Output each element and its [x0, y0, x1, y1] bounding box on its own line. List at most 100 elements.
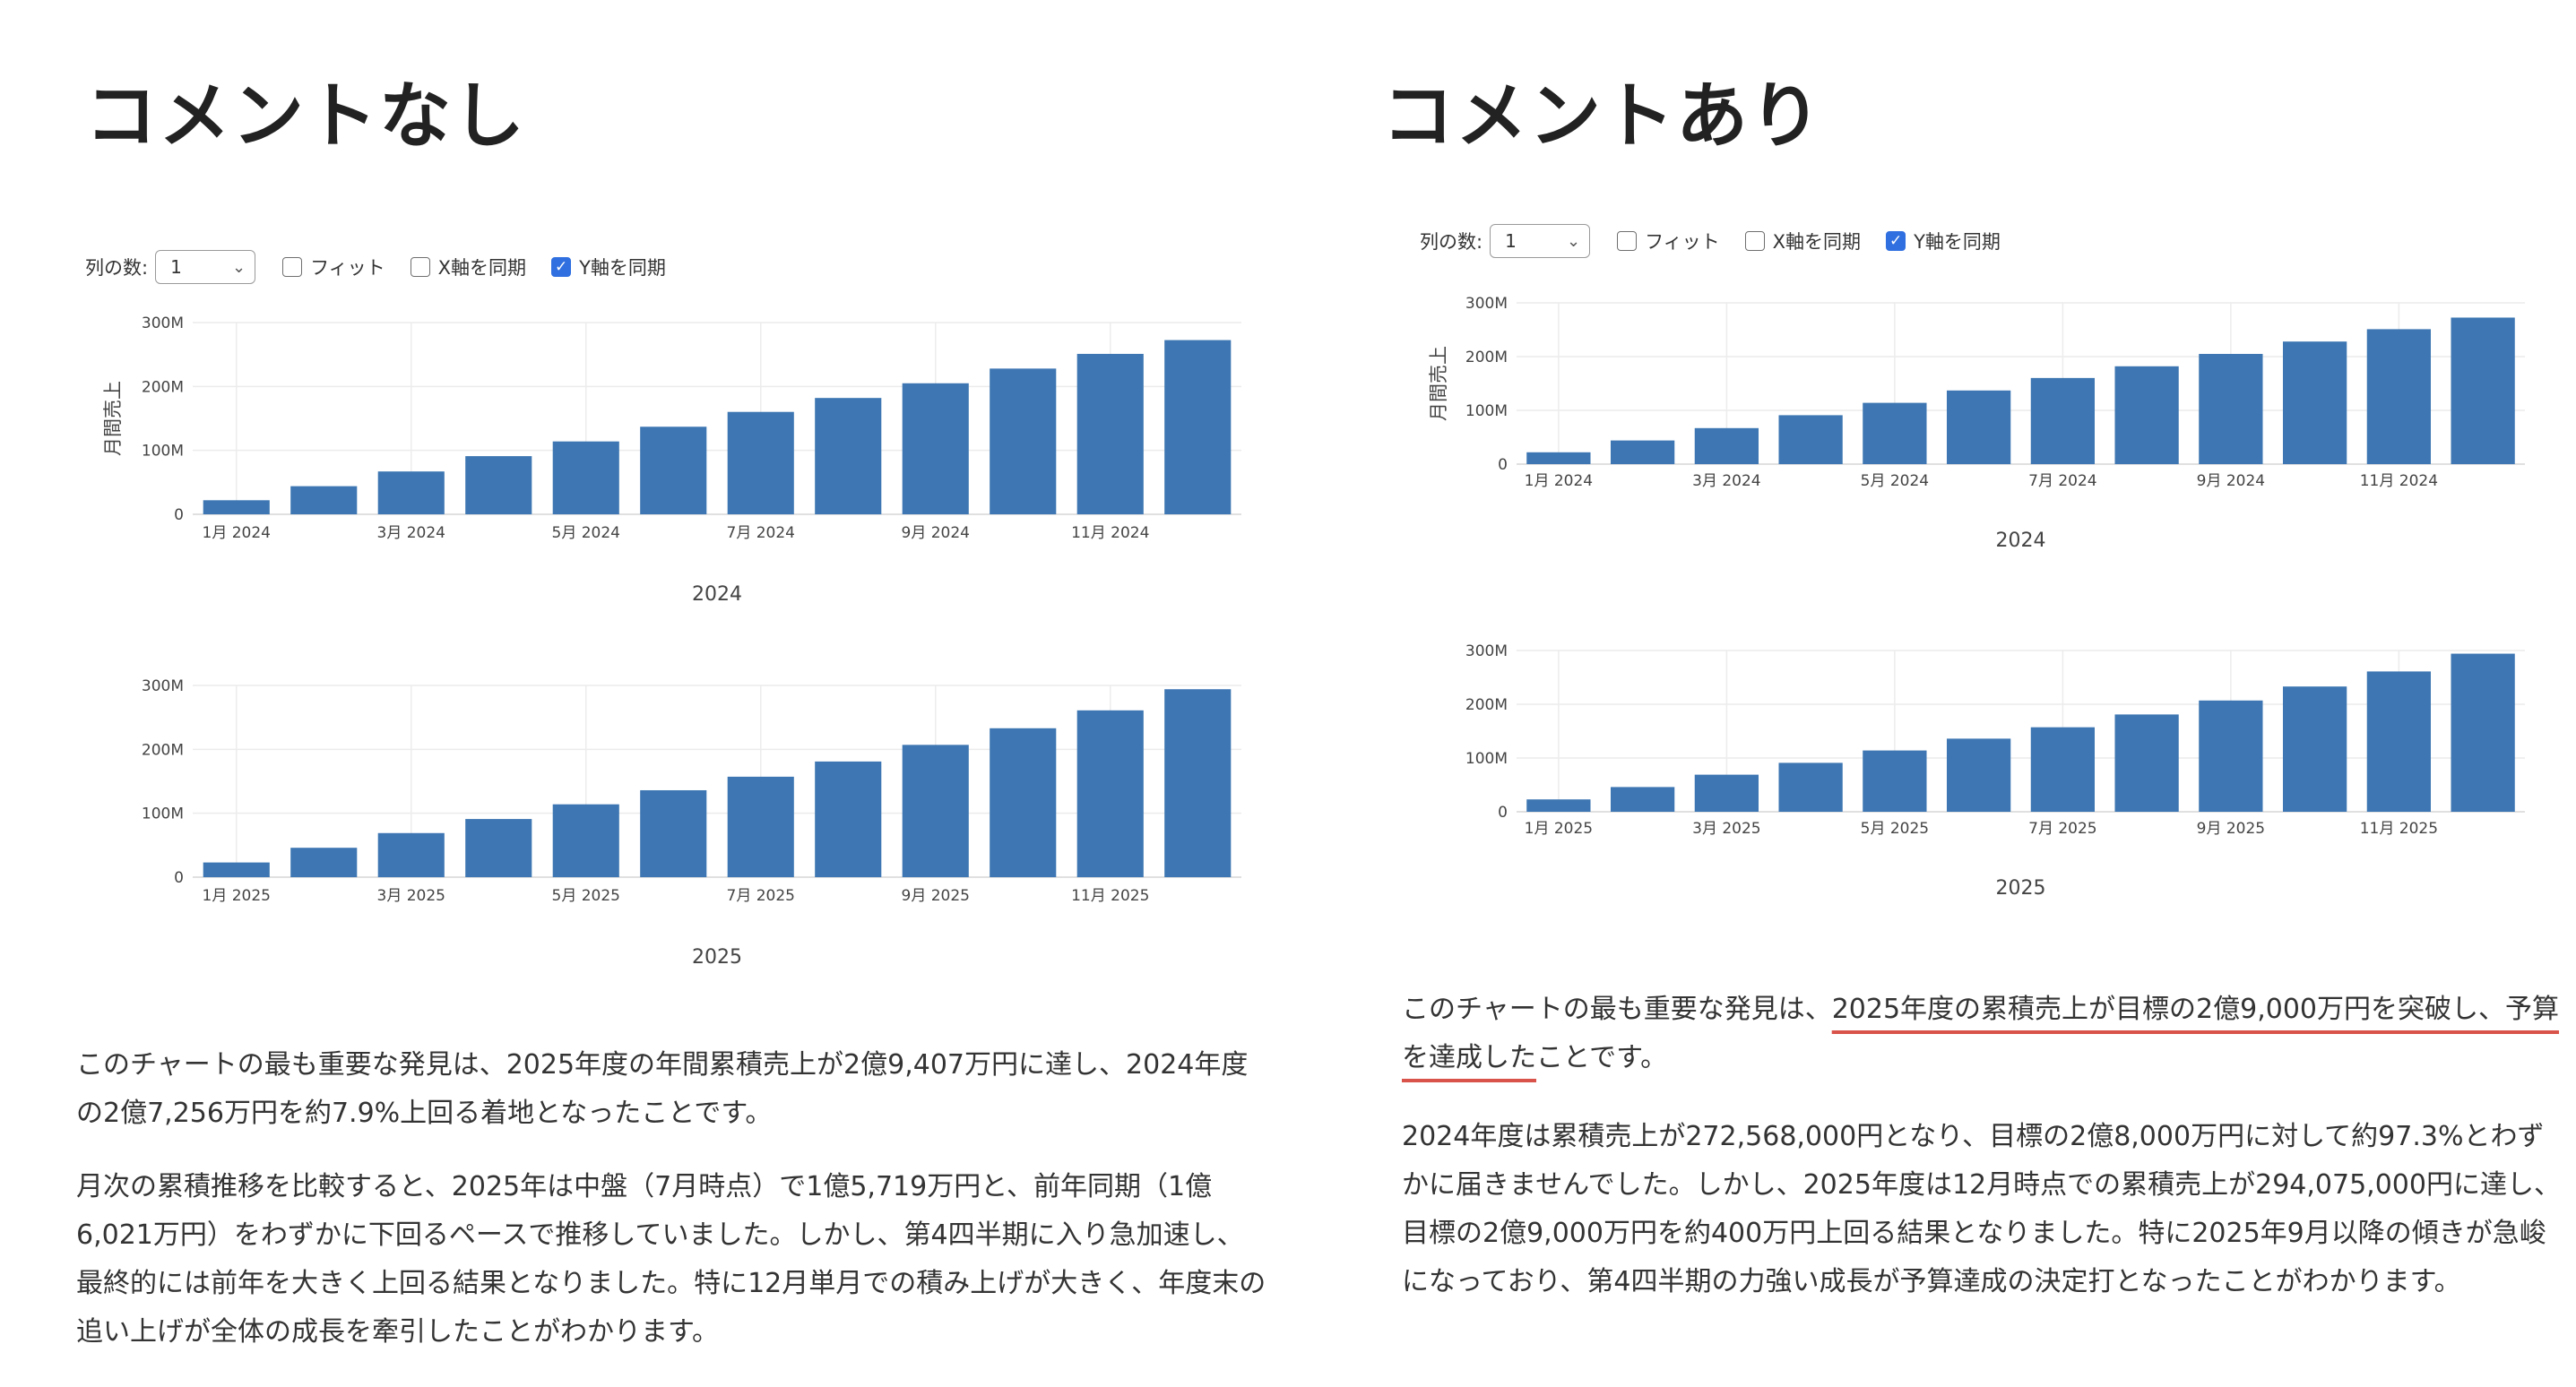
- bar: [1694, 427, 1759, 464]
- bar: [377, 832, 445, 877]
- x-tick-label: 11月 2025: [1071, 887, 1149, 905]
- y-tick-label: 100M: [1465, 402, 1508, 420]
- bar-chart-2024[interactable]: 0 100M 200M 300M 1月 2024 3月 2024 5月 2024 7月 202…: [85, 296, 1250, 606]
- x-tick-label: 9月 2025: [2197, 820, 2265, 838]
- panel-title: コメントなし: [85, 74, 526, 158]
- columns-select-value: 1: [170, 256, 182, 278]
- commentary: このチャートの最も重要な発見は、2025年度の年間累積売上が2億9,407万円に…: [76, 1041, 1268, 1357]
- x-tick-label: 5月 2024: [1861, 472, 1929, 490]
- bar: [1076, 353, 1144, 514]
- x-tick-label: 7月 2024: [2028, 472, 2096, 490]
- bar: [815, 761, 882, 877]
- fit-label: フィット: [310, 257, 385, 279]
- chart-controls: 列の数: 1 ⌄ フィット X軸を同期 ✓ Y軸を同期: [85, 250, 691, 284]
- y-tick-label: 200M: [1465, 696, 1508, 714]
- x-tick-label: 9月 2025: [902, 887, 970, 905]
- sync-x-checkbox[interactable]: X軸を同期: [410, 254, 526, 280]
- chevron-down-icon: ⌄: [1566, 231, 1581, 251]
- sync-x-label: X軸を同期: [1772, 231, 1862, 253]
- bar: [2451, 317, 2515, 464]
- columns-select[interactable]: 1 ⌄: [1490, 224, 1591, 258]
- bar: [2114, 714, 2179, 812]
- x-tick-label: 11月 2024: [2360, 472, 2438, 490]
- bar: [1526, 799, 1591, 812]
- commentary-paragraph: 月次の累積推移を比較すると、2025年は中盤（7月時点）で1億5,719万円と、…: [76, 1171, 1266, 1348]
- fit-checkbox[interactable]: フィット: [1617, 228, 1720, 254]
- highlighted-key-finding: 2025年度の累積売上が目標の2億9,000万円を突破し、予算を達成した: [1402, 994, 2560, 1073]
- commentary-paragraph: このチャートの最も重要な発見は、2025年度の年間累積売上が2億9,407万円に…: [76, 1049, 1249, 1129]
- x-tick-label: 11月 2025: [2360, 820, 2438, 838]
- x-tick-label: 5月 2025: [552, 887, 620, 905]
- bar: [1947, 738, 2011, 812]
- panel-no-comment: コメントなし 列の数: 1 ⌄ フィット X軸を同期 ✓ Y軸を同期 0 100M…: [76, 74, 1268, 1357]
- bar-chart-2025[interactable]: 0 100M 200M 300M 1月 2025 3月 2025 5月 2025 7月 202…: [1420, 625, 2567, 903]
- bar: [990, 728, 1057, 877]
- x-tick-label: 3月 2024: [1692, 472, 1760, 490]
- chevron-down-icon: ⌄: [231, 257, 246, 277]
- bar: [1164, 689, 1232, 877]
- sync-y-checkbox[interactable]: ✓ Y軸を同期: [551, 254, 666, 280]
- bar: [1778, 762, 1843, 812]
- y-tick-label: 300M: [142, 677, 184, 695]
- bar: [465, 819, 532, 877]
- bar: [2451, 653, 2515, 812]
- bar: [2199, 700, 2263, 812]
- x-tick-label: 1月 2025: [203, 887, 271, 905]
- y-tick-label: 0: [174, 506, 184, 524]
- bar-chart-2025[interactable]: 0 100M 200M 300M 1月 2025 3月 2025 5月 2025 7月 202…: [85, 659, 1250, 969]
- chart-title: 2025: [1996, 877, 2046, 900]
- bar: [2283, 686, 2347, 812]
- x-tick-label: 7月 2025: [727, 887, 795, 905]
- x-tick-label: 1月 2024: [203, 524, 271, 542]
- bar: [1694, 774, 1759, 812]
- x-tick-label: 11月 2024: [1071, 524, 1149, 542]
- fit-checkbox[interactable]: フィット: [282, 254, 385, 280]
- fit-label: フィット: [1645, 231, 1720, 253]
- bar: [377, 471, 445, 514]
- bar: [640, 789, 707, 877]
- y-tick-label: 200M: [142, 741, 184, 759]
- chart-title: 2025: [692, 946, 742, 969]
- bar: [2366, 329, 2431, 464]
- bar: [2030, 727, 2095, 812]
- sync-y-label: Y軸を同期: [579, 257, 666, 279]
- commentary-text: ことです。: [1536, 1042, 1668, 1073]
- x-tick-label: 9月 2024: [902, 524, 970, 542]
- x-tick-label: 3月 2025: [377, 887, 445, 905]
- sync-y-checkbox[interactable]: ✓ Y軸を同期: [1886, 228, 2001, 254]
- checkbox-icon: [282, 257, 303, 277]
- bar: [1611, 440, 1675, 464]
- checkbox-icon: ✓: [551, 257, 572, 277]
- columns-select[interactable]: 1 ⌄: [155, 250, 256, 284]
- bar: [640, 426, 707, 514]
- x-tick-label: 7月 2025: [2028, 820, 2096, 838]
- bar: [1863, 402, 1927, 464]
- columns-label: 列の数:: [85, 257, 149, 279]
- bar: [1164, 340, 1232, 514]
- checkbox-icon: [1617, 231, 1638, 251]
- sync-x-checkbox[interactable]: X軸を同期: [1744, 228, 1862, 254]
- y-tick-label: 200M: [1465, 349, 1508, 366]
- bar: [902, 383, 969, 514]
- bar: [1076, 710, 1144, 877]
- x-tick-label: 9月 2024: [2197, 472, 2265, 490]
- bar: [902, 745, 969, 877]
- bar: [290, 486, 358, 514]
- x-tick-label: 1月 2024: [1525, 472, 1593, 490]
- y-axis-label: 月間売上: [102, 381, 124, 456]
- columns-select-value: 1: [1505, 230, 1517, 252]
- panel-title: コメントあり: [1382, 74, 1823, 158]
- checkbox-icon: [410, 257, 430, 277]
- bar: [465, 456, 532, 514]
- bar-chart-2024[interactable]: 0 100M 200M 300M 1月 2024 3月 2024 5月 2024 7月 202…: [1420, 278, 2567, 556]
- checkbox-icon: [1744, 231, 1765, 251]
- bar: [1947, 390, 2011, 464]
- commentary-text: このチャートの最も重要な発見は、: [1402, 994, 1832, 1025]
- y-tick-label: 200M: [142, 378, 184, 396]
- bar: [1863, 750, 1927, 812]
- sync-y-label: Y軸を同期: [1914, 231, 2001, 253]
- bar: [727, 776, 794, 877]
- bar: [203, 500, 270, 514]
- y-tick-label: 300M: [1465, 295, 1508, 313]
- x-tick-label: 5月 2024: [552, 524, 620, 542]
